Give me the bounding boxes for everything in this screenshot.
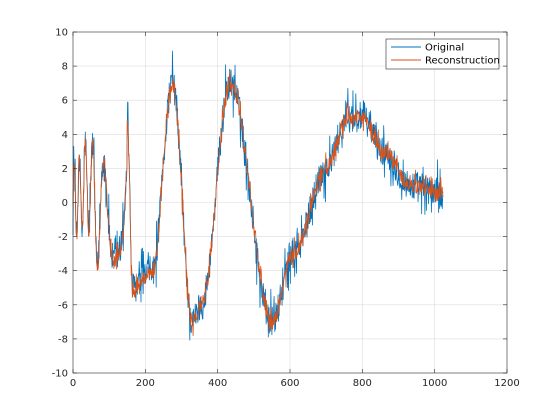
x-tick-label: 600 [280, 378, 299, 389]
y-tick-label: 2 [62, 164, 68, 175]
legend-box [385, 38, 500, 70]
y-tick-label: 4 [62, 130, 68, 141]
plot-area: 0 200 400 600 800 1000 1200 -10 -8 -6 -4 -2 0 2 4 6 8 10 [52, 28, 520, 390]
y-tick-label: 10 [55, 28, 68, 39]
x-tick-label: 200 [136, 378, 155, 389]
x-tick-label: 0 [70, 378, 76, 389]
series-layer [72, 50, 444, 341]
y-tick-label: 8 [62, 62, 68, 73]
x-tick-label: 1000 [422, 378, 447, 389]
x-tick-label: 400 [208, 378, 227, 389]
y-tick-label: -4 [58, 266, 68, 277]
legend-label-original: Original [425, 43, 464, 54]
axis-ticks [72, 31, 508, 374]
series-line-reconstruction [72, 70, 444, 337]
x-tick-label: 800 [353, 378, 372, 389]
legend: Original Reconstruction [385, 38, 500, 70]
legend-label-reconstruction: Reconstruction [425, 56, 500, 67]
y-tick-label: 6 [62, 96, 68, 107]
x-tick-label: 1200 [494, 378, 519, 389]
y-tick-label: -6 [58, 300, 68, 311]
y-tick-label: 0 [62, 198, 68, 209]
y-tick-label: -2 [58, 232, 68, 243]
y-tick-label: -10 [52, 369, 68, 380]
y-tick-label: -8 [58, 334, 68, 345]
axis-tick-labels: 0 200 400 600 800 1000 1200 -10 -8 -6 -4 -2 0 2 4 6 8 10 [52, 28, 520, 390]
